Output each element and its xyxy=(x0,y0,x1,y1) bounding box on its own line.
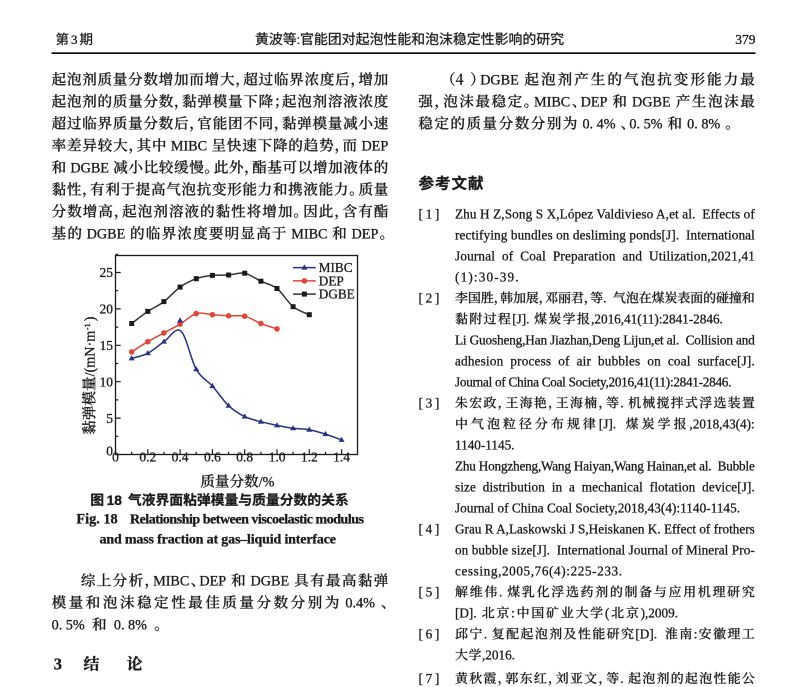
svg-text:[J].: [J]. xyxy=(512,311,533,326)
svg-text:3: 3 xyxy=(71,32,78,47)
svg-text:[4]: [4] xyxy=(419,521,440,536)
svg-text:adhesion process of air bu: adhesion process of air bubbles on coal … xyxy=(455,353,755,368)
svg-text:(: ( xyxy=(605,605,609,620)
svg-text:0. 5%: 0. 5% xyxy=(629,117,666,133)
svg-text:MIBC: MIBC xyxy=(319,260,353,275)
svg-text:3: 3 xyxy=(54,655,62,674)
svg-text:Relationship between viscoelas: Relationship between viscoelastic modulu… xyxy=(130,513,365,528)
svg-text:,2018,43(4):: ,2018,43(4): xyxy=(690,416,755,431)
svg-text::: : xyxy=(511,605,515,620)
svg-text:DGBE: DGBE xyxy=(480,73,522,89)
svg-text:cessing,2005,76(4):225-233.: cessing,2005,76(4):225-233. xyxy=(455,563,622,578)
svg-text:DGBE: DGBE xyxy=(319,287,355,302)
svg-text:10: 10 xyxy=(100,374,114,389)
svg-text::: : xyxy=(694,626,698,641)
svg-text:[7]: [7] xyxy=(419,671,440,686)
svg-text:[D].: [D]. xyxy=(635,626,663,641)
svg-text:rectifying bundles on deslimin: rectifying bundles on desliming ponds[J]… xyxy=(455,227,755,242)
svg-text:Li Guosheng,Han Jiazhan,Deng L: Li Guosheng,Han Jiazhan,Deng Lijun,et al… xyxy=(455,332,755,347)
svg-text:on bubble size[J]. Internatio: on bubble size[J]. International Journal… xyxy=(455,542,755,557)
svg-text:(1):30-39.: (1):30-39. xyxy=(455,269,519,284)
svg-text:DGBE: DGBE xyxy=(67,161,113,177)
svg-text:Fig. 18: Fig. 18 xyxy=(76,512,117,528)
svg-text:Journal of China Coal Society,: Journal of China Coal Society,2016,41(11… xyxy=(455,374,731,389)
svg-text:0. 4%: 0. 4% xyxy=(579,117,619,133)
svg-text:-1: -1 xyxy=(82,323,92,330)
svg-text:0: 0 xyxy=(106,444,113,459)
svg-text:Journal of China Coal Society,: Journal of China Coal Society,2018,43(4)… xyxy=(455,500,740,515)
svg-text:20: 20 xyxy=(100,302,114,317)
svg-text:DGBE: DGBE xyxy=(247,574,293,590)
svg-text:0.4%: 0.4% xyxy=(342,596,379,612)
svg-text:DEP: DEP xyxy=(199,574,229,590)
svg-text:MIBC: MIBC xyxy=(153,574,189,590)
svg-text:.: . xyxy=(620,671,627,686)
svg-text:): ) xyxy=(82,316,98,321)
svg-text:DEP: DEP xyxy=(581,95,611,111)
svg-text:1.4: 1.4 xyxy=(333,450,350,465)
svg-text:0: 0 xyxy=(112,450,119,465)
svg-text:DGBE: DGBE xyxy=(629,95,675,111)
svg-text:Grau R A,Laskowski J S,Heiskan: Grau R A,Laskowski J S,Heiskanen K. Effe… xyxy=(455,521,755,536)
svg-text:25: 25 xyxy=(100,265,114,280)
svg-text::: : xyxy=(297,33,300,47)
svg-text:[J].: [J]. xyxy=(599,416,623,431)
svg-text:1.2: 1.2 xyxy=(301,450,318,465)
svg-text:Zhu H Z,Song S X,López Valdivi: Zhu H Z,Song S X,López Valdivieso A,et a… xyxy=(455,206,755,221)
svg-text:0.8: 0.8 xyxy=(236,450,253,465)
svg-text:1140-1145.: 1140-1145. xyxy=(455,437,514,452)
svg-text:.: . xyxy=(603,290,613,305)
svg-text:.: . xyxy=(499,584,506,599)
svg-text:MIBC: MIBC xyxy=(534,95,570,111)
svg-text:[1]: [1] xyxy=(419,206,440,221)
svg-text:15: 15 xyxy=(100,338,114,353)
svg-text:0.2: 0.2 xyxy=(139,450,156,465)
svg-text:DGBE: DGBE xyxy=(83,227,129,243)
svg-text:,2016.: ,2016. xyxy=(482,647,515,662)
svg-text:1.0: 1.0 xyxy=(269,450,286,465)
svg-text:[2]: [2] xyxy=(419,290,440,305)
svg-text:[D].: [D]. xyxy=(455,605,480,620)
svg-text:),2009.: ),2009. xyxy=(641,605,678,620)
svg-text:0. 8%: 0. 8% xyxy=(684,117,724,133)
svg-text:[6]: [6] xyxy=(419,626,440,641)
svg-text:5: 5 xyxy=(106,411,113,426)
svg-text:MIBC: MIBC xyxy=(167,139,210,155)
svg-text:[5]: [5] xyxy=(419,584,440,599)
svg-text:Journal of Coal Preparation: Journal of Coal Preparation and Utilizat… xyxy=(455,248,755,263)
svg-text:size distribution in a mec: size distribution in a mechanical flotat… xyxy=(455,479,755,494)
svg-text:and mass fraction at gas–liqui: and mass fraction at gas–liquid interfac… xyxy=(100,533,337,548)
svg-text:MIBC: MIBC xyxy=(288,227,331,243)
svg-text:DEP: DEP xyxy=(358,139,388,155)
svg-text:379: 379 xyxy=(735,32,756,47)
svg-text:0.6: 0.6 xyxy=(204,450,221,465)
svg-text:DEP: DEP xyxy=(348,227,378,243)
svg-text:0.4: 0.4 xyxy=(172,450,189,465)
svg-text:Zhu Hongzheng,Wang Haiyan,Wang: Zhu Hongzheng,Wang Haiyan,Wang Hainan,et… xyxy=(455,458,755,473)
svg-text:.: . xyxy=(620,395,627,410)
svg-text:/(mN·m: /(mN·m xyxy=(82,331,98,377)
svg-text:,2016,41(11):2841-2846.: ,2016,41(11):2841-2846. xyxy=(591,311,723,326)
svg-text:.: . xyxy=(484,626,491,641)
svg-text:0. 5%: 0. 5% xyxy=(52,618,89,634)
svg-text:0. 8%: 0. 8% xyxy=(110,618,150,634)
svg-text:/%: /% xyxy=(259,475,275,491)
svg-text:18: 18 xyxy=(107,493,123,508)
svg-text:[3]: [3] xyxy=(419,395,440,410)
svg-text:DEP: DEP xyxy=(319,273,344,288)
